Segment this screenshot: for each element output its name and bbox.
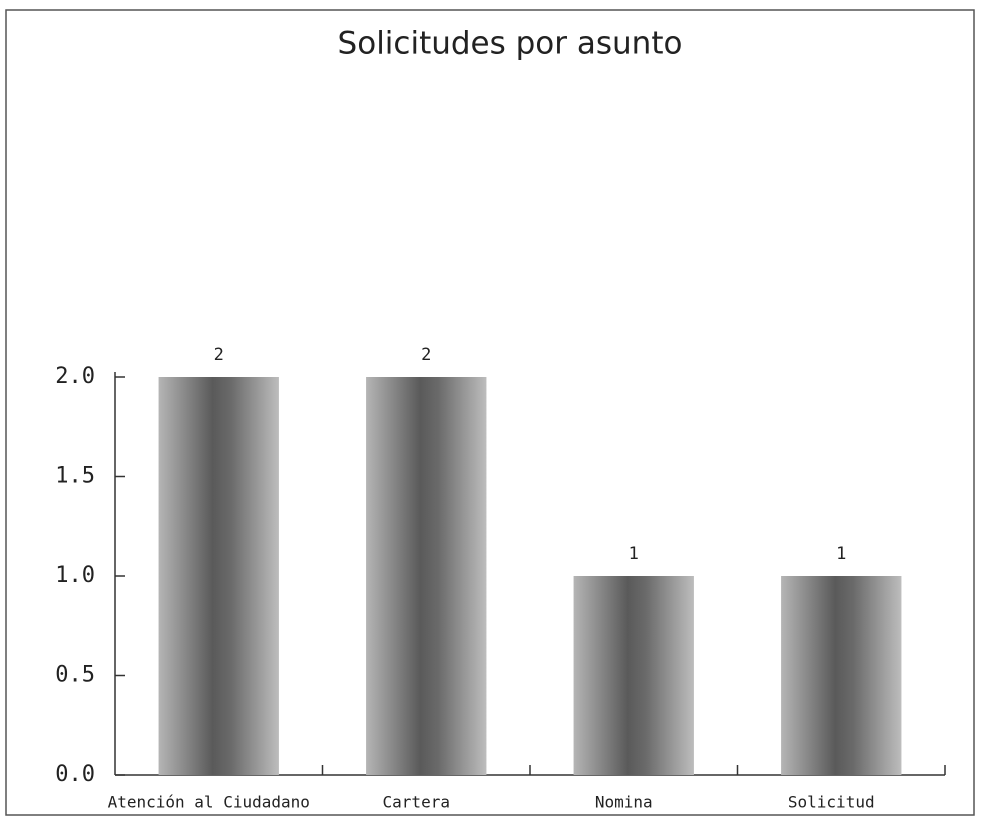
x-tick-label: Solicitud — [788, 793, 875, 812]
x-tick-label: Nomina — [595, 793, 653, 812]
x-tick-label: Cartera — [383, 793, 450, 812]
value-label: 2 — [214, 345, 224, 365]
bar — [573, 576, 694, 775]
value-label: 1 — [629, 544, 639, 564]
value-label: 2 — [421, 345, 431, 365]
y-tick-label: 1.5 — [55, 464, 95, 489]
y-tick-label: 1.0 — [55, 563, 95, 588]
bar — [158, 377, 279, 775]
x-tick-label: Atención al Ciudadano — [108, 793, 310, 812]
y-tick-label: 0.5 — [55, 663, 95, 688]
chart-title: Solicitudes por asunto — [338, 26, 683, 62]
bar — [366, 377, 487, 775]
value-label: 1 — [836, 544, 846, 564]
y-tick-label: 2.0 — [55, 364, 95, 389]
bar — [781, 576, 902, 775]
y-tick-label: 0.0 — [55, 762, 95, 787]
